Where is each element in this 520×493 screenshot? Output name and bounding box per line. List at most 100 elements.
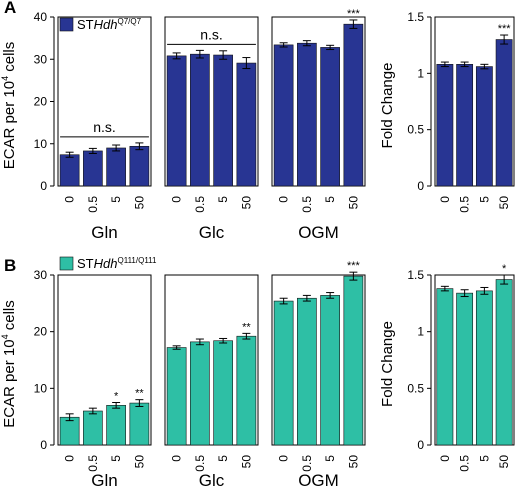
bar xyxy=(106,147,126,187)
legend-swatch xyxy=(59,17,74,32)
bar xyxy=(190,341,210,446)
legend-prefix: ST xyxy=(77,17,94,32)
y-axis-label: ECAR per 104 cells xyxy=(0,42,18,170)
y-tick-label: 10 xyxy=(34,381,48,395)
x-tick-label: 5 xyxy=(216,196,230,203)
y-tick-label: 1 xyxy=(417,325,424,339)
bar xyxy=(436,288,454,446)
x-tick-label: 0 xyxy=(277,196,291,203)
group-label: Gln xyxy=(91,471,117,490)
x-tick-label: 0 xyxy=(277,455,291,462)
group-frame xyxy=(164,16,259,187)
bar xyxy=(456,292,474,446)
legend-gene: Hdh xyxy=(94,17,118,32)
x-tick-label: 0.5 xyxy=(458,196,472,213)
group-label: OGM xyxy=(298,471,339,490)
y-tick-label: 0 xyxy=(417,179,424,193)
x-tick-label: 0 xyxy=(63,196,77,203)
x-tick-label: 50 xyxy=(239,455,253,469)
y-tick-label: 10 xyxy=(34,137,48,151)
group-frame xyxy=(271,274,366,446)
y-tick-label: 1.5 xyxy=(407,268,424,282)
bar xyxy=(236,335,257,446)
bar xyxy=(213,54,233,187)
bar xyxy=(83,150,103,187)
x-tick-label: 50 xyxy=(239,196,253,210)
y-axis-label-text: ECAR per 10 xyxy=(1,339,18,427)
x-tick-label: 50 xyxy=(497,455,511,469)
y-tick-label: 0 xyxy=(40,438,47,452)
bar xyxy=(475,290,493,446)
y-tick-label: 30 xyxy=(34,52,48,66)
significance-mark: *** xyxy=(498,23,512,35)
bar xyxy=(320,47,340,187)
y-axis-label-sup: 4 xyxy=(0,76,10,81)
x-tick-label: 50 xyxy=(497,196,511,210)
x-tick-label: 0.5 xyxy=(193,455,207,472)
group-frame xyxy=(164,274,259,446)
x-tick-label: 5 xyxy=(323,455,337,462)
bar xyxy=(495,39,513,187)
bar xyxy=(475,66,493,187)
y-tick-label: 0.5 xyxy=(407,381,424,395)
significance-mark: ** xyxy=(135,388,144,400)
bar xyxy=(495,279,513,446)
bar xyxy=(106,405,126,446)
bar xyxy=(166,55,187,187)
significance-mark: *** xyxy=(347,260,361,272)
bar xyxy=(456,64,474,187)
y-axis-label-text: cells xyxy=(1,42,18,76)
bar xyxy=(166,347,187,446)
significance-mark: *** xyxy=(347,8,361,20)
y-tick-label: 1.5 xyxy=(407,10,424,24)
legend-gene: Hdh xyxy=(94,256,118,271)
x-tick-label: 0 xyxy=(438,196,452,203)
bar xyxy=(273,44,294,187)
significance-mark: * xyxy=(502,263,507,275)
group-frame xyxy=(57,274,152,446)
bar xyxy=(343,23,364,187)
y-axis-label-text: ECAR per 10 xyxy=(1,81,18,169)
y-tick-label: 40 xyxy=(34,10,48,24)
bar xyxy=(83,410,103,446)
x-tick-label: 0.5 xyxy=(193,196,207,213)
bar xyxy=(343,275,364,446)
x-tick-label: 5 xyxy=(323,196,337,203)
significance-mark: ** xyxy=(242,321,251,333)
bar xyxy=(297,42,317,187)
group-label: Glc xyxy=(199,471,225,490)
group-label: OGM xyxy=(298,223,339,242)
x-tick-label: 50 xyxy=(346,196,360,210)
legend-swatch xyxy=(59,256,74,271)
x-tick-label: 50 xyxy=(132,455,146,469)
y-tick-label: 30 xyxy=(34,268,48,282)
bar xyxy=(213,340,233,446)
y-tick-label: 20 xyxy=(34,325,48,339)
panel-label: A xyxy=(4,0,16,17)
x-tick-label: 0 xyxy=(63,455,77,462)
bar xyxy=(59,154,80,187)
y-axis-label: ECAR per 104 cells xyxy=(0,300,18,428)
group-frame xyxy=(57,16,152,187)
legend-superscript: Q111/Q111 xyxy=(117,256,157,265)
bar xyxy=(320,295,340,446)
y-tick-label: 1 xyxy=(417,66,424,80)
y-axis-label-text: cells xyxy=(1,300,18,334)
y-tick-label: 0.5 xyxy=(407,123,424,137)
x-tick-label: 0.5 xyxy=(300,196,314,213)
legend-prefix: ST xyxy=(77,256,94,271)
group-label: Glc xyxy=(199,223,225,242)
legend-label: STHdhQ7/Q7 xyxy=(77,17,142,32)
x-tick-label: 5 xyxy=(109,196,123,203)
legend-label: STHdhQ111/Q111 xyxy=(77,256,157,271)
group-frame xyxy=(434,274,515,446)
bar xyxy=(273,300,294,446)
x-tick-label: 0.5 xyxy=(458,455,472,472)
x-tick-label: 0 xyxy=(438,455,452,462)
bar xyxy=(129,145,150,187)
ns-label: n.s. xyxy=(93,119,116,135)
panel-label: B xyxy=(4,256,16,275)
x-tick-label: 0.5 xyxy=(300,455,314,472)
